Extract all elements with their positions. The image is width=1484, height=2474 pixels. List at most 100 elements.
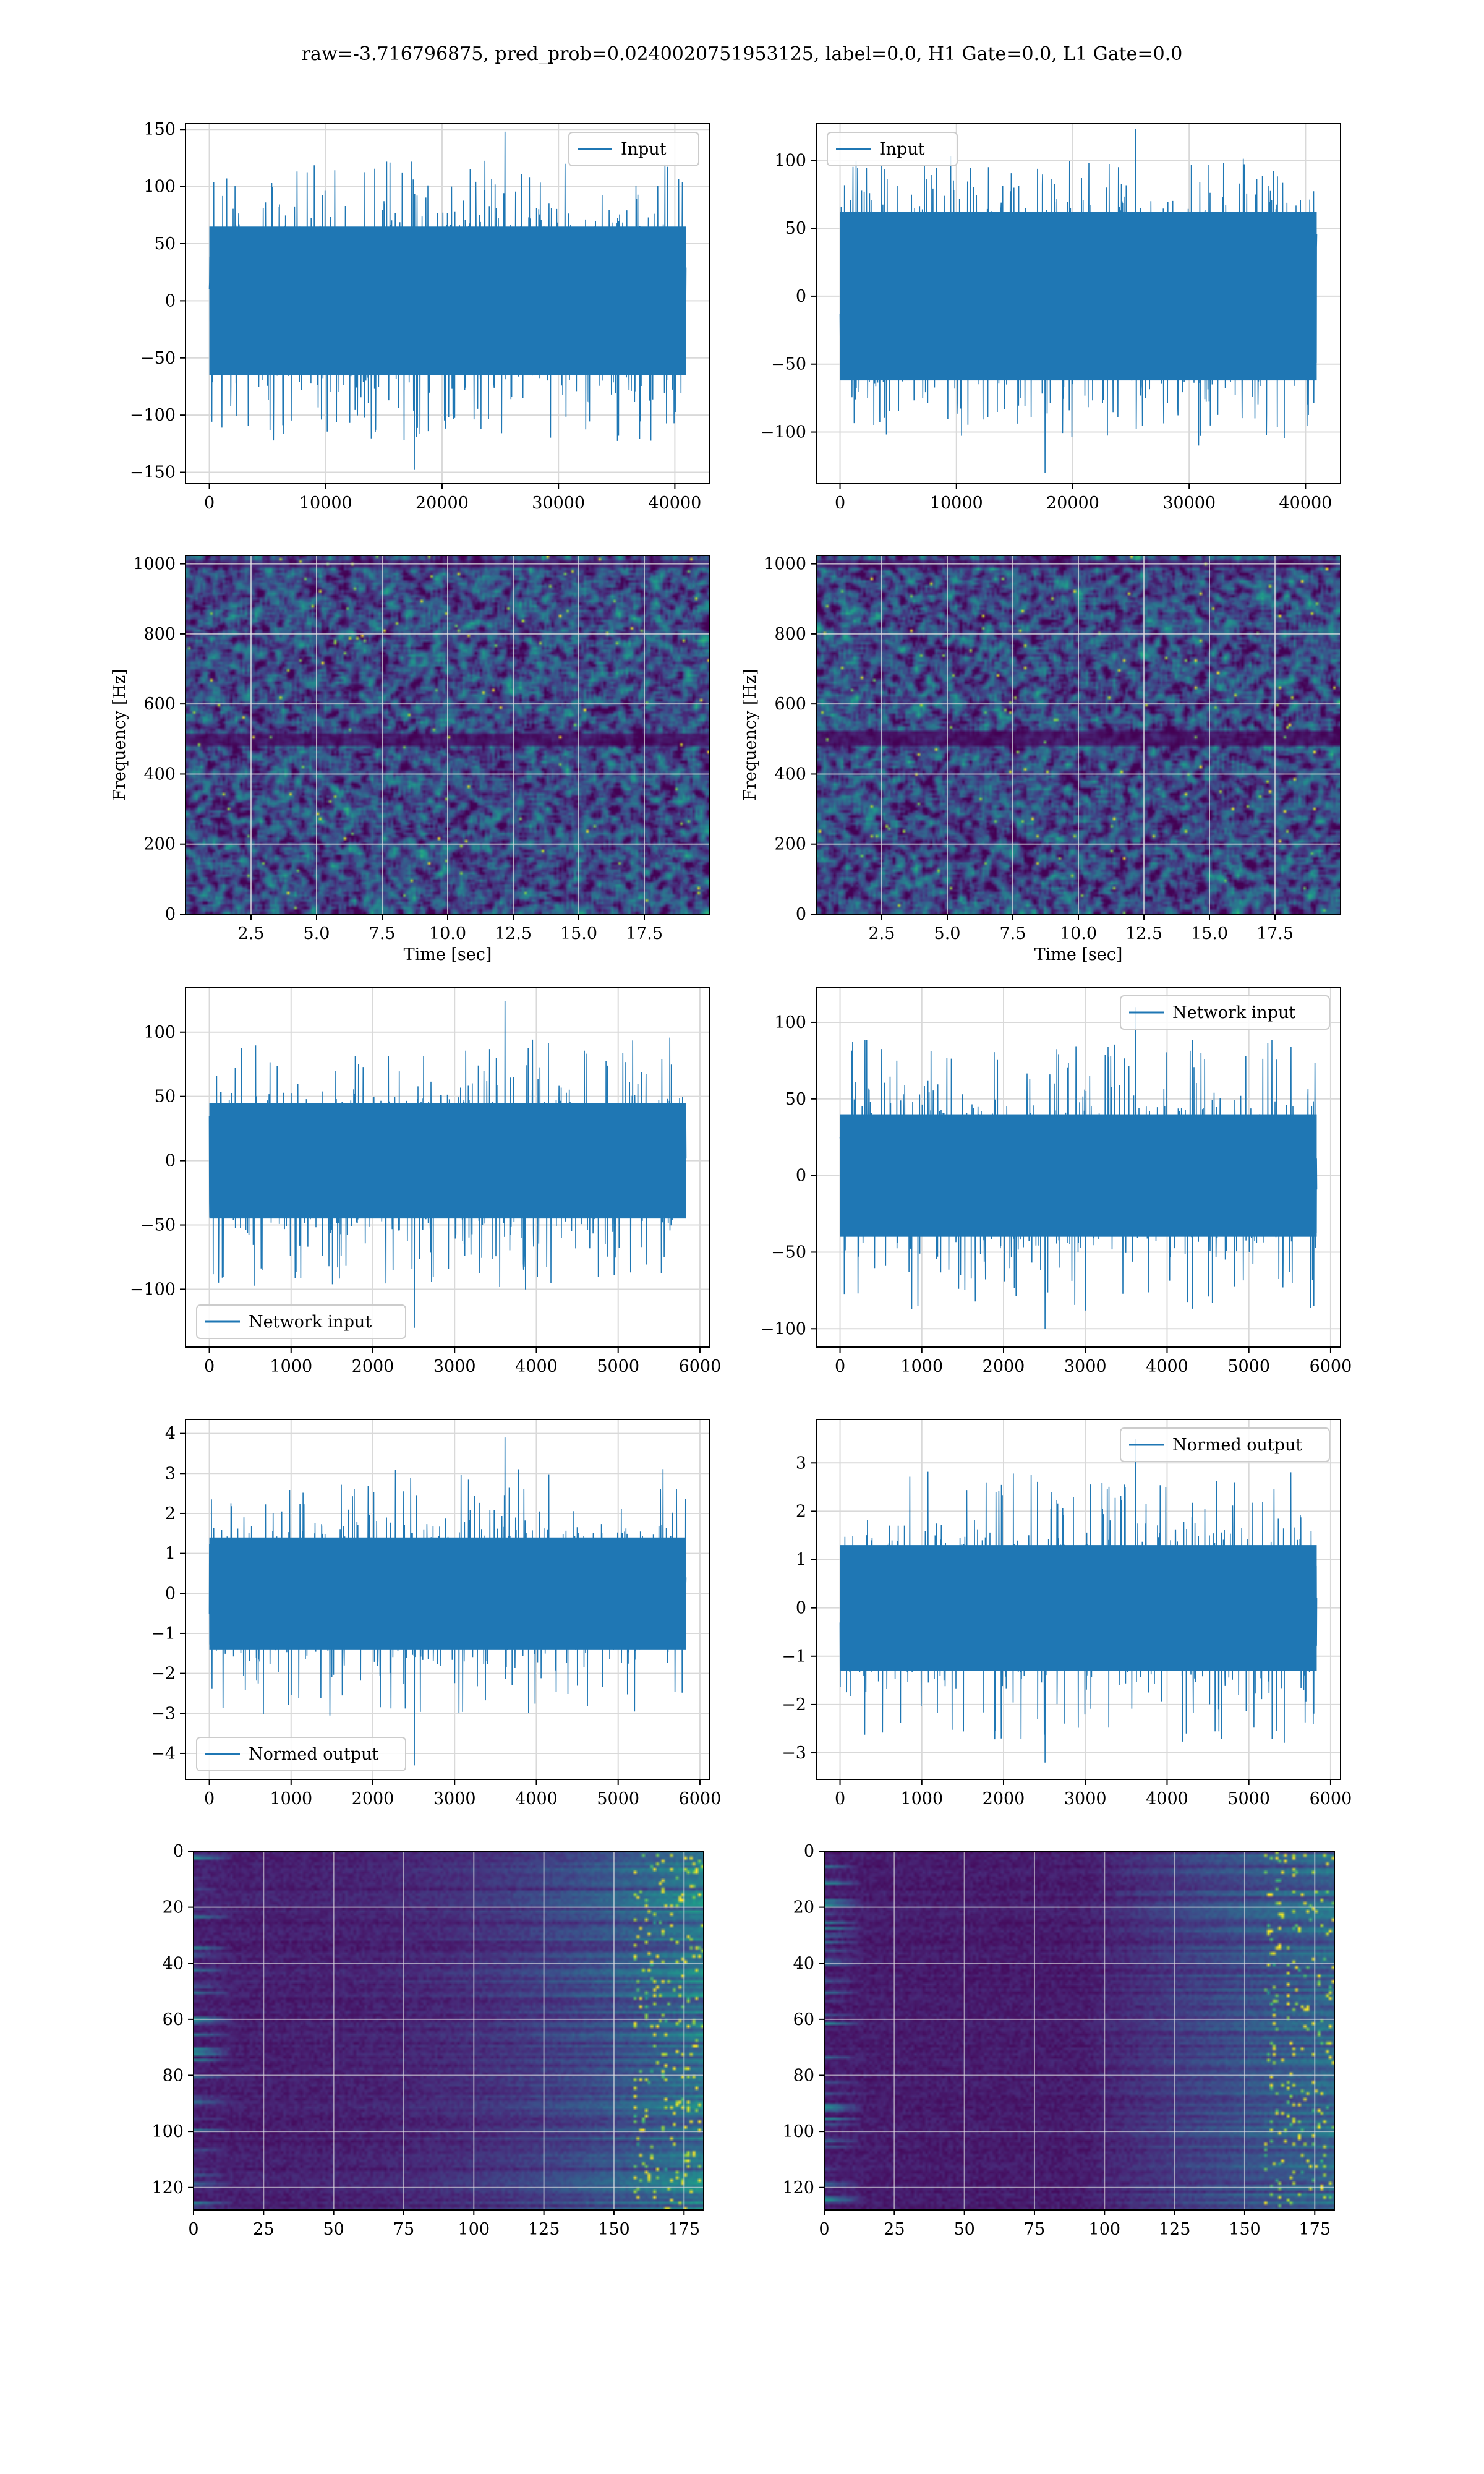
panel-network-h1: 0 1000 2000 3000 4000 5000 6000 −100 −50 0 50 100 Ne… [130, 987, 721, 1376]
legend-label: Input [621, 140, 667, 159]
y-tick-label: −2 [151, 1664, 176, 1684]
x-tick-label: 5.0 [934, 924, 961, 943]
x-tick-label: 3000 [433, 1789, 476, 1808]
axes-frame [816, 1419, 1341, 1780]
series-core [840, 212, 1317, 381]
x-tick-label: 10000 [930, 494, 983, 513]
y-tick-label: 0 [165, 905, 176, 924]
x-tick-label: 6000 [679, 1789, 722, 1808]
y-tick-label: 100 [143, 178, 176, 197]
y-tick-label: −100 [761, 423, 806, 442]
legend: Network input [196, 1304, 406, 1339]
figure-title: raw=-3.716796875, pred_prob=0.0240020751… [301, 43, 1183, 65]
x-tick-label: 75 [393, 2220, 414, 2239]
axes-frame [185, 1419, 710, 1780]
x-tick-label: 6000 [679, 1357, 722, 1376]
panel-spec-l1: 2.5 5.0 7.5 10.0 12.5 15.0 17.5 0 200 400 600 800 10… [741, 555, 1341, 964]
panel-spec-h1: 2.5 5.0 7.5 10.0 12.5 15.0 17.5 0 200 400 600 800 10… [110, 555, 710, 964]
series-core [209, 226, 686, 375]
y-tick-label: 150 [143, 120, 176, 139]
x-tick-label: 12.5 [1125, 924, 1162, 943]
y-tick-label: 0 [165, 1584, 176, 1603]
x-tick-label: 40000 [1279, 494, 1332, 513]
panel-normed-l1: 0 1000 2000 3000 4000 5000 6000 −3 −2 −1 0 1 2 3 Norme… [782, 1419, 1352, 1808]
y-tick-label: 60 [793, 2010, 814, 2029]
legend: Input [568, 132, 699, 166]
x-axis-label: Time [sec] [404, 945, 492, 964]
y-tick-label: 20 [163, 1898, 184, 1917]
x-tick-label: 50 [953, 2220, 974, 2239]
panel-network-l1: 0 1000 2000 3000 4000 5000 6000 −100 −50 0 50 100 Ne… [761, 987, 1352, 1376]
y-tick-label: −3 [151, 1704, 176, 1723]
y-tick-label: −100 [130, 406, 176, 425]
y-tick-label: 40 [793, 1954, 814, 1973]
y-tick-label: 1000 [133, 555, 176, 574]
y-tick-label: −100 [130, 1280, 176, 1299]
x-tick-label: 5000 [597, 1789, 639, 1808]
y-tick-label: −50 [771, 355, 806, 374]
axes-frame [185, 987, 710, 1348]
x-tick-label: 7.5 [369, 924, 396, 943]
legend: Network input [1120, 995, 1330, 1030]
x-tick-label: 2000 [352, 1789, 394, 1808]
axes-frame [824, 1851, 1335, 2211]
y-tick-label: 0 [796, 287, 806, 306]
y-tick-label: 20 [793, 1898, 814, 1917]
panel-input-l1: 0 10000 20000 30000 40000 −100 −50 0 50 100 Input [761, 123, 1341, 513]
series-core [840, 1545, 1317, 1671]
x-tick-label: 2000 [983, 1789, 1025, 1808]
panel-normed-h1: 0 1000 2000 3000 4000 5000 6000 −4 −3 −2 −1 0 1 2 3 4 No… [151, 1419, 721, 1808]
x-tick-label: 4000 [515, 1357, 558, 1376]
x-tick-label: 12.5 [495, 924, 532, 943]
x-tick-label: 125 [1159, 2220, 1191, 2239]
x-tick-label: 100 [1089, 2220, 1121, 2239]
axes-frame [816, 123, 1341, 484]
y-tick-label: 0 [796, 1599, 806, 1618]
y-tick-label: 200 [774, 835, 806, 854]
legend-label: Normed output [1172, 1436, 1302, 1455]
y-tick-label: 3 [796, 1453, 806, 1473]
panel-features-l1: 0 25 50 75 100 125 150 175 0 20 40 60 80 100 120 [782, 1842, 1335, 2239]
series-core [840, 1114, 1317, 1237]
y-tick-label: 600 [143, 695, 176, 714]
x-tick-label: 20000 [416, 494, 469, 513]
x-axis-label: Time [sec] [1034, 945, 1123, 964]
y-tick-label: 100 [143, 1023, 176, 1042]
legend: Normed output [196, 1737, 406, 1771]
x-tick-label: 2.5 [869, 924, 895, 943]
x-tick-label: 4000 [1146, 1357, 1188, 1376]
y-tick-label: 80 [163, 2066, 184, 2086]
y-tick-label: 1000 [764, 555, 806, 574]
x-tick-label: 150 [1229, 2220, 1261, 2239]
y-tick-label: −1 [782, 1647, 806, 1666]
y-tick-label: 1 [796, 1551, 806, 1570]
y-tick-label: −50 [140, 349, 176, 368]
x-tick-label: 30000 [532, 494, 585, 513]
series-core [209, 1537, 686, 1650]
x-tick-label: 6000 [1310, 1357, 1352, 1376]
y-tick-label: 1 [165, 1544, 176, 1564]
series-core [209, 1103, 686, 1219]
x-tick-label: 3000 [433, 1357, 476, 1376]
x-tick-label: 20000 [1046, 494, 1099, 513]
x-tick-label: 10.0 [1060, 924, 1097, 943]
legend-label: Network input [1172, 1003, 1295, 1022]
x-tick-label: 15.0 [560, 924, 597, 943]
y-tick-label: 400 [143, 764, 176, 784]
x-tick-label: 15.0 [1191, 924, 1228, 943]
feature-map-image [824, 1851, 1334, 2210]
y-tick-label: −100 [761, 1319, 806, 1338]
x-tick-label: 0 [819, 2220, 829, 2239]
x-tick-label: 17.5 [626, 924, 663, 943]
y-tick-label: 0 [165, 1152, 176, 1171]
y-tick-label: −50 [140, 1216, 176, 1235]
legend-label: Input [879, 140, 925, 159]
x-tick-label: 0 [835, 1789, 845, 1808]
x-tick-label: 5.0 [304, 924, 330, 943]
y-tick-label: 80 [793, 2066, 814, 2086]
x-tick-label: 6000 [1310, 1789, 1352, 1808]
y-axis-label: Frequency [Hz] [741, 669, 760, 800]
y-tick-label: 50 [155, 234, 176, 254]
x-tick-label: 125 [528, 2220, 560, 2239]
x-tick-label: 0 [188, 2220, 198, 2239]
